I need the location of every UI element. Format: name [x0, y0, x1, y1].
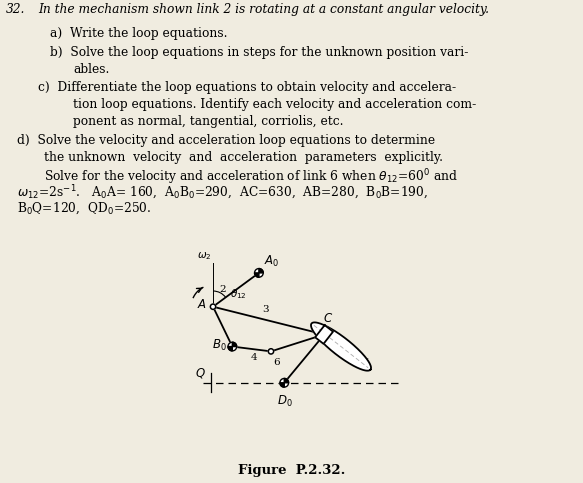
Text: 3: 3 — [262, 305, 269, 314]
Polygon shape — [255, 273, 259, 277]
Polygon shape — [285, 379, 289, 383]
Text: ables.: ables. — [73, 63, 109, 76]
Text: $D_0$: $D_0$ — [277, 394, 293, 409]
Polygon shape — [315, 325, 333, 344]
Text: $\omega_2$: $\omega_2$ — [197, 250, 212, 262]
Text: 32.: 32. — [6, 2, 25, 15]
Text: $Q$: $Q$ — [195, 367, 206, 381]
Text: Figure  P.2.32.: Figure P.2.32. — [238, 465, 345, 477]
Text: a)  Write the loop equations.: a) Write the loop equations. — [50, 27, 227, 40]
Text: d)  Solve the velocity and acceleration loop equations to determine: d) Solve the velocity and acceleration l… — [17, 134, 436, 147]
Text: Solve for the velocity and acceleration of link 6 when $\theta_{12}$=60$^0$ and: Solve for the velocity and acceleration … — [44, 168, 458, 187]
Text: ponent as normal, tangential, corriolis, etc.: ponent as normal, tangential, corriolis,… — [73, 114, 343, 128]
Text: $\theta_{12}$: $\theta_{12}$ — [230, 287, 247, 301]
Text: $\omega_{12}$=2s$^{-1}$.   A$_0$A= 160,  A$_0$B$_0$=290,  AC=630,  AB=280,  B$_0: $\omega_{12}$=2s$^{-1}$. A$_0$A= 160, A$… — [17, 185, 429, 202]
Text: $A_0$: $A_0$ — [264, 254, 279, 270]
Circle shape — [268, 349, 273, 354]
Text: 6: 6 — [273, 358, 280, 367]
Text: 5: 5 — [361, 357, 368, 367]
Text: tion loop equations. Identify each velocity and acceleration com-: tion loop equations. Identify each veloc… — [73, 98, 476, 111]
Text: c)  Differentiate the loop equations to obtain velocity and accelera-: c) Differentiate the loop equations to o… — [38, 82, 456, 94]
Circle shape — [210, 304, 216, 310]
Polygon shape — [311, 322, 371, 371]
Circle shape — [255, 269, 264, 277]
Polygon shape — [259, 269, 264, 273]
Text: 4: 4 — [251, 353, 257, 362]
Text: the unknown  velocity  and  acceleration  parameters  explicitly.: the unknown velocity and acceleration pa… — [44, 151, 442, 164]
Text: In the mechanism shown link 2 is rotating at a constant angular velocity.: In the mechanism shown link 2 is rotatin… — [38, 2, 489, 15]
Text: $A$: $A$ — [197, 298, 207, 311]
Polygon shape — [280, 383, 285, 387]
Text: $C$: $C$ — [323, 312, 333, 325]
Text: 2: 2 — [219, 285, 226, 294]
Text: b)  Solve the loop equations in steps for the unknown position vari-: b) Solve the loop equations in steps for… — [50, 46, 468, 59]
Polygon shape — [233, 342, 237, 347]
Polygon shape — [228, 347, 233, 351]
Text: B$_0$Q=120,  QD$_0$=250.: B$_0$Q=120, QD$_0$=250. — [17, 201, 152, 216]
Circle shape — [280, 379, 289, 387]
Text: $B_0$: $B_0$ — [212, 338, 226, 353]
Circle shape — [228, 342, 237, 351]
